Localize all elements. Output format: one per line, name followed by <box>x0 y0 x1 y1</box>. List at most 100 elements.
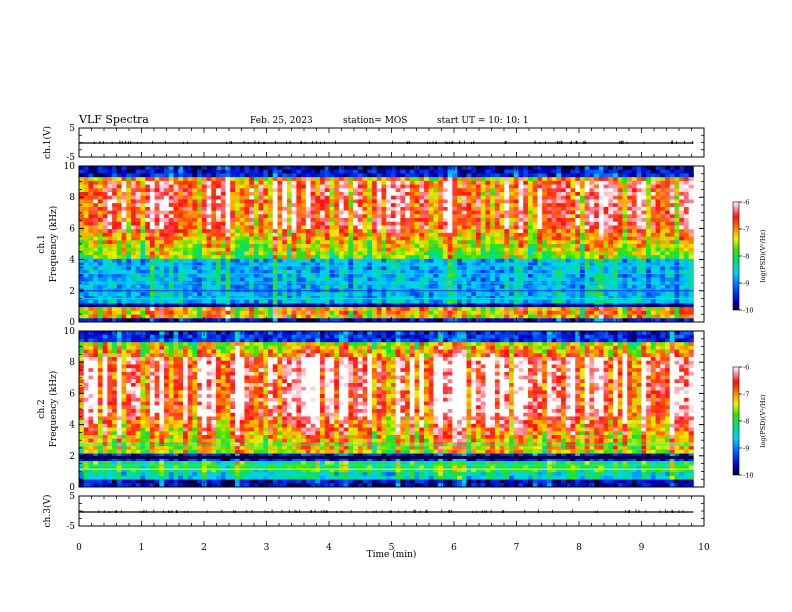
spectrogram-cell <box>490 240 496 245</box>
spectrogram-cell <box>598 310 604 315</box>
spectrogram-cell <box>282 188 288 193</box>
spectrogram-cell <box>197 262 203 267</box>
spectrogram-cell <box>570 255 576 260</box>
spectrogram-cell <box>442 192 449 197</box>
spectrogram-cell <box>461 195 467 200</box>
spectrogram-cell <box>168 203 174 208</box>
spectrogram-cell <box>561 166 567 171</box>
spectrogram-cell <box>471 240 477 245</box>
spectrogram-cell <box>438 270 444 275</box>
spectrogram-cell <box>509 229 515 234</box>
spectrogram-cell <box>178 310 184 315</box>
spectrogram-cell <box>310 296 316 301</box>
spectrogram-cell <box>320 299 326 304</box>
spectrogram-cell <box>518 169 524 174</box>
spectrogram-cell <box>613 218 619 223</box>
spectrogram-cell <box>523 307 529 312</box>
spectrogram-cell <box>324 225 330 230</box>
spectrogram-cell <box>216 218 222 223</box>
spectrogram-cell <box>367 292 373 297</box>
spectrogram-cell <box>178 262 184 267</box>
spectrogram-cell <box>97 203 104 208</box>
spectrogram-cell <box>504 184 510 189</box>
spectrogram-cell <box>461 221 467 226</box>
spectrogram-cell <box>556 199 562 204</box>
spectrogram-cell <box>381 221 387 226</box>
spectrogram-cell <box>121 299 127 304</box>
spectrogram-cell <box>343 225 349 230</box>
spectrogram-cell <box>405 310 411 315</box>
spectrogram-cell <box>182 240 189 245</box>
spectrogram-cell <box>282 232 288 237</box>
spectrogram-cell <box>192 166 198 171</box>
spectrogram-cell <box>442 169 449 174</box>
spectrogram-cell <box>83 258 89 263</box>
spectrogram-cell <box>452 240 458 245</box>
spectrogram-cell <box>608 244 614 249</box>
spectrogram-cell <box>126 203 132 208</box>
spectrogram-cell <box>182 296 189 301</box>
spectrogram-cell <box>149 218 156 223</box>
spectrogram-cell <box>509 307 515 312</box>
spectrogram-cell <box>475 173 482 178</box>
spectrogram-cell <box>126 199 132 204</box>
spectrogram-cell <box>376 240 382 245</box>
spectrogram-cell <box>249 210 255 215</box>
spectrogram-cell <box>348 229 354 234</box>
spectrogram-cell <box>494 270 501 275</box>
spectrogram-cell <box>93 221 99 226</box>
spectrogram-cell <box>253 199 259 204</box>
spectrogram-cell <box>88 166 94 171</box>
spectrogram-cell <box>258 229 264 234</box>
spectrogram-cell <box>154 214 160 219</box>
spectrogram-cell <box>320 229 326 234</box>
spectrogram-cell <box>291 284 297 289</box>
spectrogram-cell <box>546 214 552 219</box>
spectrogram-cell <box>258 284 264 289</box>
spectrogram-cell <box>480 218 486 223</box>
spectrogram-cell <box>97 206 104 211</box>
spectrogram-cell <box>570 218 576 223</box>
spectrogram-cell <box>452 221 458 226</box>
spectrogram-cell <box>542 206 548 211</box>
spectrogram-cell <box>452 203 458 208</box>
spectrogram-cell <box>121 173 127 178</box>
spectrogram-cell <box>395 180 401 185</box>
spectrogram-cell <box>509 214 515 219</box>
spectrogram-cell <box>367 310 373 315</box>
spectrogram-cell <box>447 314 453 319</box>
spectrogram-cell <box>149 258 156 263</box>
spectrogram-cell <box>565 221 571 226</box>
spectrogram-cell <box>490 244 496 249</box>
spectrogram-cell <box>570 262 576 267</box>
spectrogram-cell <box>584 292 590 297</box>
spectrogram-cell <box>249 251 255 256</box>
spectrogram-cell <box>334 173 340 178</box>
spectrogram-cell <box>258 210 264 215</box>
spectrogram-cell <box>277 218 283 223</box>
spectrogram-cell <box>537 270 543 275</box>
spectrogram-cell <box>362 240 368 245</box>
spectrogram-cell <box>513 266 519 271</box>
spectrogram-cell <box>263 180 269 185</box>
spectrogram-cell <box>324 266 330 271</box>
spectrogram-cell <box>579 177 586 182</box>
spectrogram-cell <box>357 310 363 315</box>
spectrogram-cell <box>466 292 472 297</box>
spectrogram-cell <box>282 314 288 319</box>
spectrogram-cell <box>182 225 189 230</box>
spectrogram-cell <box>178 169 184 174</box>
spectrogram-cell <box>258 203 264 208</box>
spectrogram-cell <box>159 284 165 289</box>
spectrogram-cell <box>83 203 89 208</box>
spectrogram-cell <box>608 314 614 319</box>
spectrogram-cell <box>546 314 552 319</box>
spectrogram-cell <box>490 262 496 267</box>
spectrogram-cell <box>154 232 160 237</box>
spectrogram-cell <box>409 299 415 304</box>
spectrogram-cell <box>471 169 477 174</box>
spectrogram-cell <box>263 225 269 230</box>
spectrogram-cell <box>561 218 567 223</box>
spectrogram-cell <box>513 218 519 223</box>
spectrogram-cell <box>395 258 401 263</box>
